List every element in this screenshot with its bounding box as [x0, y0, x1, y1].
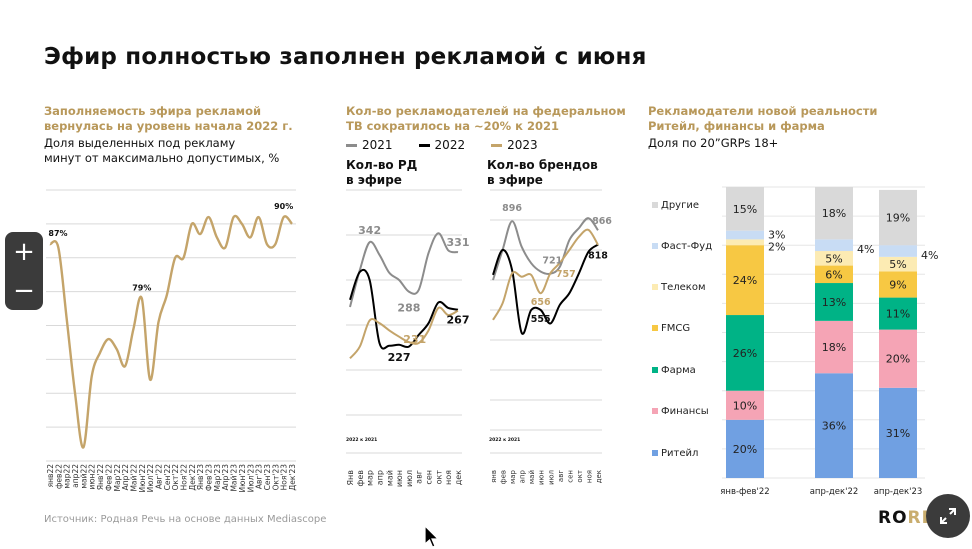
legend-label: Ритейл [661, 448, 698, 459]
bar-value-label: 36% [822, 420, 846, 433]
x-tick-label: фев [356, 470, 365, 487]
data-label: 288 [397, 302, 420, 315]
x-tick-label: май [385, 470, 394, 486]
line-series-2021 [350, 233, 458, 307]
line-series-2021 [493, 218, 598, 280]
bar-value-label: 18% [822, 207, 846, 220]
data-label: 227 [388, 351, 411, 364]
legend-swatch [652, 367, 658, 373]
x-tick-label: апр-дек'22 [810, 487, 859, 497]
legend-label: Финансы [661, 406, 709, 417]
zoom-out-button[interactable]: − [5, 271, 43, 310]
legend-swatch [652, 243, 658, 249]
bar-value-label: 10% [733, 399, 757, 412]
source-note: Источник: Родная Речь на основе данных M… [44, 514, 326, 525]
x-tick-label: янв-фев'22 [720, 487, 769, 497]
bar-value-label: 11% [886, 308, 910, 321]
bar-value-label: 4% [921, 249, 938, 262]
legend-label: Телеком [660, 282, 706, 293]
legend-swatch [652, 408, 658, 414]
bar-segment-Телеком [726, 239, 764, 245]
data-label: 721 [542, 256, 562, 267]
fullscreen-button[interactable] [926, 494, 970, 538]
expand-icon [939, 507, 957, 525]
data-label: 90% [274, 202, 293, 211]
legend-label: FMCG [661, 323, 690, 334]
x-tick-label: июн [395, 470, 404, 487]
x-tick-label: фев [500, 470, 508, 484]
x-tick-label: дек [454, 470, 463, 485]
x-tick-label: ноя [444, 470, 453, 485]
x-tick-label: сен [425, 470, 434, 485]
legend-swatch [652, 202, 658, 208]
data-label: 656 [531, 297, 551, 308]
legend-swatch [652, 325, 658, 331]
x-tick-label: апр-дек'23 [874, 487, 923, 497]
x-tick-label: май [528, 470, 536, 484]
bar-value-label: 4% [857, 243, 874, 256]
data-label: 555 [531, 314, 551, 325]
x-tick-label: дек [595, 470, 603, 483]
bar-segment-Фаст-Фуд [815, 239, 853, 251]
zoom-controls: + − [5, 232, 43, 310]
data-label: 87% [48, 229, 67, 238]
x-tick-label: июл [547, 470, 555, 485]
x-tick-label: авг [557, 470, 565, 482]
bar-value-label: 6% [825, 268, 842, 281]
x-tick-label: ноя [585, 470, 593, 483]
bar-segment-Фаст-Фуд [879, 245, 917, 257]
legend-label: Фарма [661, 365, 696, 376]
bar-value-label: 15% [733, 203, 757, 216]
bar-value-label: 26% [733, 347, 757, 360]
bar-value-label: 20% [733, 443, 757, 456]
x-tick-label: окт [576, 470, 584, 483]
bar-value-label: 24% [733, 274, 757, 287]
x-tick-label: июл [405, 470, 414, 487]
data-label: 866 [592, 216, 612, 227]
data-label: 818 [588, 251, 608, 262]
bar-value-label: 20% [886, 353, 910, 366]
mouse-cursor-icon [423, 525, 441, 549]
bar-value-label: 18% [822, 341, 846, 354]
bar-value-label: 3% [768, 228, 785, 241]
x-tick-label: мар [366, 470, 375, 486]
data-label: 331 [447, 236, 470, 249]
bar-value-label: 31% [886, 427, 910, 440]
legend-label: Фаст-Фуд [661, 241, 712, 252]
data-label: 231 [403, 333, 426, 346]
x-tick-label: апр [375, 470, 384, 485]
legend-swatch [652, 450, 658, 456]
bar-segment-Фаст-Фуд [726, 231, 764, 240]
x-tick-label: окт [434, 470, 443, 485]
x-tick-label: июн [538, 470, 546, 485]
data-label: 267 [447, 314, 470, 327]
data-label: 896 [502, 203, 522, 214]
x-tick-label: Дек'23 [288, 464, 297, 491]
bar-value-label: 5% [825, 252, 842, 265]
line-series-main [50, 216, 292, 448]
x-tick-label: апр [519, 469, 527, 483]
data-label: 342 [358, 224, 381, 237]
x-tick-label: сен [566, 470, 574, 483]
data-label: 79% [132, 283, 151, 292]
x-tick-label: янв [490, 470, 498, 483]
x-tick-label: авг [415, 470, 424, 484]
bar-value-label: 2% [768, 240, 785, 253]
legend-swatch [652, 284, 658, 290]
x-tick-label: Янв [346, 470, 355, 486]
bar-value-label: 13% [822, 296, 846, 309]
legend-label: Другие [661, 200, 699, 211]
bar-value-label: 5% [889, 258, 906, 271]
data-label: 757 [556, 269, 576, 280]
zoom-in-button[interactable]: + [5, 232, 43, 271]
bar-value-label: 19% [886, 212, 910, 225]
x-tick-label: мар [509, 469, 517, 484]
bar-value-label: 9% [889, 278, 906, 291]
